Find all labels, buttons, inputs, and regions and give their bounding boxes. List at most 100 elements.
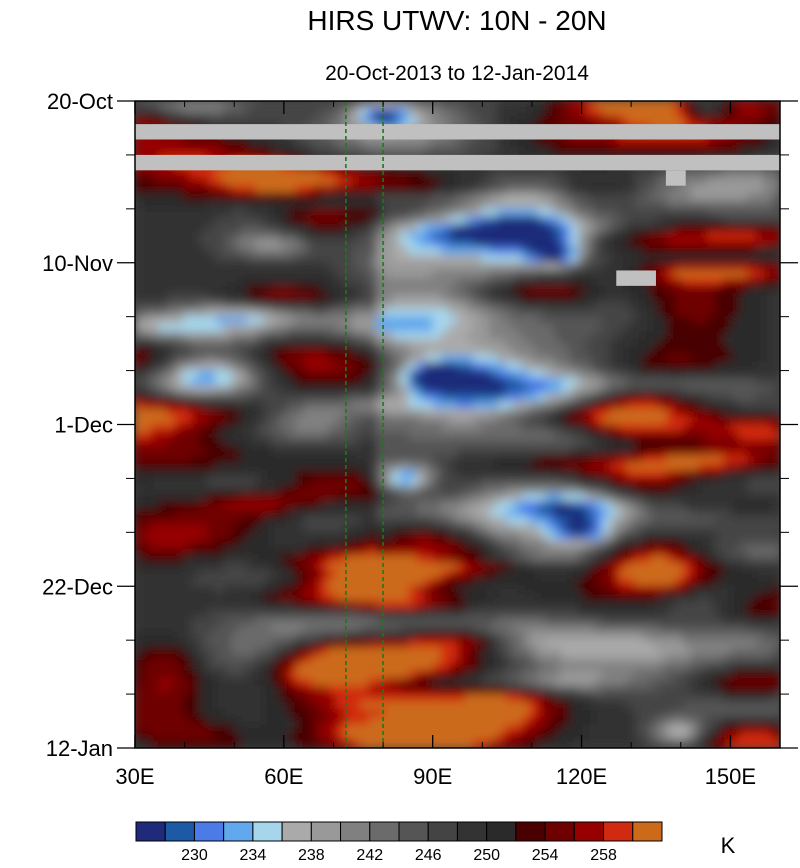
field-cell bbox=[602, 146, 612, 156]
field-cell bbox=[545, 231, 555, 241]
field-cell bbox=[771, 377, 780, 387]
field-cell bbox=[731, 300, 741, 310]
field-cell bbox=[755, 139, 765, 148]
field-cell bbox=[400, 362, 410, 372]
field-cell bbox=[586, 416, 596, 425]
field-cell bbox=[666, 377, 676, 387]
field-cell bbox=[771, 231, 780, 241]
field-cell bbox=[150, 346, 160, 356]
field-cell bbox=[682, 562, 692, 572]
field-cell bbox=[190, 277, 200, 287]
field-cell bbox=[150, 146, 160, 156]
field-cell bbox=[368, 231, 378, 241]
field-cell bbox=[352, 470, 362, 479]
field-cell bbox=[376, 216, 386, 225]
field-cell bbox=[521, 139, 531, 148]
field-cell bbox=[392, 362, 402, 372]
field-cell bbox=[279, 462, 289, 472]
field-cell bbox=[207, 169, 217, 179]
field-cell bbox=[594, 524, 604, 533]
field-cell bbox=[465, 516, 475, 526]
field-cell bbox=[287, 323, 297, 333]
field-cell bbox=[521, 424, 531, 433]
field-cell bbox=[223, 539, 233, 549]
field-cell bbox=[311, 439, 321, 449]
field-cell bbox=[182, 431, 192, 441]
field-cell bbox=[505, 192, 515, 202]
field-cell bbox=[739, 501, 749, 510]
field-cell bbox=[747, 331, 757, 341]
field-cell bbox=[279, 169, 289, 179]
field-cell bbox=[569, 216, 579, 225]
field-cell bbox=[489, 308, 499, 318]
field-cell bbox=[448, 501, 458, 510]
field-cell bbox=[763, 239, 773, 248]
field-cell bbox=[706, 516, 716, 526]
field-cell bbox=[182, 370, 192, 379]
field-cell bbox=[440, 339, 450, 348]
field-cell bbox=[166, 539, 176, 549]
field-cell bbox=[174, 300, 184, 310]
field-cell bbox=[142, 208, 152, 218]
field-cell bbox=[650, 139, 660, 148]
field-cell bbox=[457, 300, 467, 310]
field-cell bbox=[400, 554, 410, 564]
field-cell bbox=[755, 169, 765, 179]
field-cell bbox=[529, 524, 539, 533]
field-cell bbox=[142, 200, 152, 210]
field-cell bbox=[135, 200, 144, 210]
field-cell bbox=[295, 254, 305, 264]
field-cell bbox=[448, 285, 458, 295]
field-cell bbox=[505, 370, 515, 379]
field-cell bbox=[731, 223, 741, 233]
field-cell bbox=[336, 447, 346, 456]
field-cell bbox=[287, 146, 297, 156]
field-cell bbox=[135, 493, 144, 503]
field-cell bbox=[328, 223, 338, 233]
field-cell bbox=[457, 485, 467, 495]
field-cell bbox=[368, 169, 378, 179]
field-cell bbox=[392, 239, 402, 248]
field-cell bbox=[666, 254, 676, 264]
field-cell bbox=[521, 346, 531, 356]
field-cell bbox=[336, 416, 346, 425]
field-cell bbox=[755, 239, 765, 248]
field-cell bbox=[553, 115, 563, 125]
field-cell bbox=[529, 547, 539, 556]
field-cell bbox=[215, 547, 225, 556]
field-cell bbox=[465, 393, 475, 402]
field-cell bbox=[698, 524, 708, 533]
field-cell bbox=[215, 254, 225, 264]
field-cell bbox=[295, 431, 305, 441]
field-cell bbox=[586, 493, 596, 503]
field-cell bbox=[174, 115, 184, 125]
field-cell bbox=[731, 177, 741, 187]
field-cell bbox=[577, 477, 587, 487]
field-cell bbox=[545, 501, 555, 510]
field-cell bbox=[529, 239, 539, 248]
field-cell bbox=[650, 516, 660, 526]
field-cell bbox=[723, 408, 733, 418]
field-cell bbox=[763, 362, 773, 372]
field-cell bbox=[239, 108, 249, 117]
field-cell bbox=[344, 485, 354, 495]
field-cell bbox=[247, 477, 257, 487]
field-cell bbox=[457, 200, 467, 210]
field-cell bbox=[473, 316, 483, 325]
field-cell bbox=[489, 216, 499, 225]
field-cell bbox=[771, 393, 780, 402]
field-cell bbox=[626, 400, 636, 410]
field-cell bbox=[602, 539, 612, 549]
field-cell bbox=[166, 285, 176, 295]
field-cell bbox=[763, 323, 773, 333]
field-cell bbox=[319, 200, 329, 210]
field-cell bbox=[739, 362, 749, 372]
field-cell bbox=[610, 308, 620, 318]
field-cell bbox=[416, 185, 426, 194]
field-cell bbox=[303, 462, 313, 472]
field-cell bbox=[432, 254, 442, 264]
field-cell bbox=[400, 439, 410, 449]
field-cell bbox=[352, 578, 362, 587]
field-cell bbox=[594, 539, 604, 549]
field-cell bbox=[150, 216, 160, 225]
